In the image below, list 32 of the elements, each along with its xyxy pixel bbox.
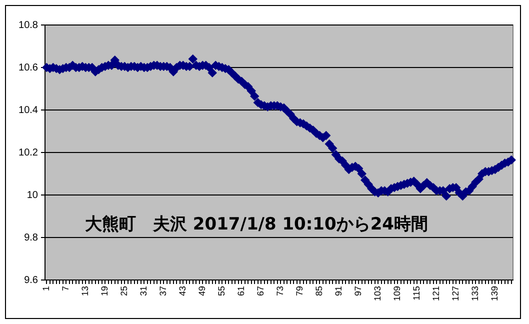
x-tick-label: 139 <box>490 286 500 302</box>
x-tick-label: 85 <box>314 286 324 296</box>
y-tick-label: 10.2 <box>18 147 38 158</box>
x-tick-label: 115 <box>412 286 422 300</box>
x-tick-label: 25 <box>119 286 130 296</box>
y-tick-label: 9.8 <box>24 232 38 244</box>
x-tick-label: 19 <box>100 286 110 296</box>
x-tick-label: 103 <box>372 286 383 302</box>
annotation: 大熊町 夫沢 2017/1/8 10:10から24時間 <box>85 214 428 234</box>
x-tick-label: 133 <box>470 286 480 302</box>
x-tick-label: 109 <box>392 286 402 302</box>
x-tick-label: 7 <box>60 286 71 292</box>
y-tick-label: 9.6 <box>24 274 38 286</box>
y-tick-label: 10.8 <box>18 20 38 31</box>
x-tick-label: 67 <box>256 286 266 296</box>
x-tick-label: 121 <box>431 286 442 302</box>
x-tick-label: 31 <box>138 286 149 296</box>
x-tick-label: 37 <box>158 286 168 296</box>
y-tick-label: 10.4 <box>18 104 38 116</box>
x-tick-label: 13 <box>80 286 90 296</box>
y-tick-label: 10.6 <box>18 62 38 74</box>
x-tick-label: 97 <box>353 286 364 296</box>
x-tick-label: 43 <box>178 286 188 296</box>
x-tick-label: 61 <box>236 286 246 296</box>
x-tick-label: 55 <box>216 286 227 296</box>
x-tick-label: 79 <box>294 286 305 296</box>
x-tick-label: 91 <box>334 286 344 296</box>
x-tick-label: 127 <box>450 286 461 302</box>
x-tick-label: 1 <box>41 286 52 292</box>
y-tick-label: 10 <box>26 190 38 201</box>
x-tick-label: 73 <box>275 286 286 296</box>
x-tick-label: 49 <box>197 286 208 296</box>
